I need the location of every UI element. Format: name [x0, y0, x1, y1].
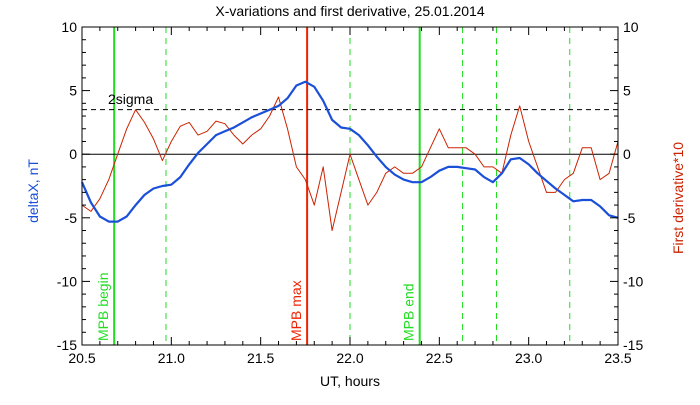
y-tick-label-right: -10 [623, 273, 643, 289]
x-tick-label: 20.5 [68, 350, 95, 366]
x-tick-label: 22.5 [426, 350, 453, 366]
series-line-derivative [81, 96, 619, 231]
x-tick-label: 23.5 [604, 350, 631, 366]
y-tick-label-right: 5 [623, 83, 631, 99]
marker-label: MPB begin [95, 273, 111, 341]
x-axis-label: UT, hours [320, 373, 380, 389]
x-tick-label: 21.0 [158, 350, 185, 366]
data-series [80, 80, 619, 231]
y-tick-label-right: -15 [623, 337, 643, 353]
x-tick-label: 23.0 [515, 350, 542, 366]
y-tick-label-left: 0 [69, 146, 77, 162]
y-axis-label-right: First derivative*10 [670, 142, 686, 254]
marker-label: MPB max [288, 280, 304, 341]
x-tick-label: 21.5 [247, 350, 274, 366]
x-tick-label: 22.0 [336, 350, 363, 366]
y-tick-label-right: 10 [623, 19, 639, 35]
y-tick-label-right: -5 [623, 210, 636, 226]
y-tick-label-left: 5 [69, 83, 77, 99]
chart-text: X-variations and first derivative, 25.01… [25, 3, 686, 389]
series-line-deltax [80, 80, 619, 223]
y-tick-label-left: -10 [57, 273, 77, 289]
marker-label: MPB end [401, 283, 417, 341]
y-tick-label-right: 0 [623, 146, 631, 162]
axis-ticks: 20.5 21.0 21.5 22.0 22.5 23.0 23.5-15 -15-10 -10… [57, 19, 644, 366]
chart-title: X-variations and first derivative, 25.01… [215, 3, 484, 19]
vertical-markers: MPB begin MPB max MPB end [95, 27, 571, 345]
y-tick-label-left: 10 [61, 19, 77, 35]
y-axis-label-left: deltaX, nT [25, 159, 41, 223]
y-tick-label-left: -5 [65, 210, 78, 226]
sigma-label: 2sigma [108, 91, 153, 107]
y-tick-label-left: -15 [57, 337, 77, 353]
